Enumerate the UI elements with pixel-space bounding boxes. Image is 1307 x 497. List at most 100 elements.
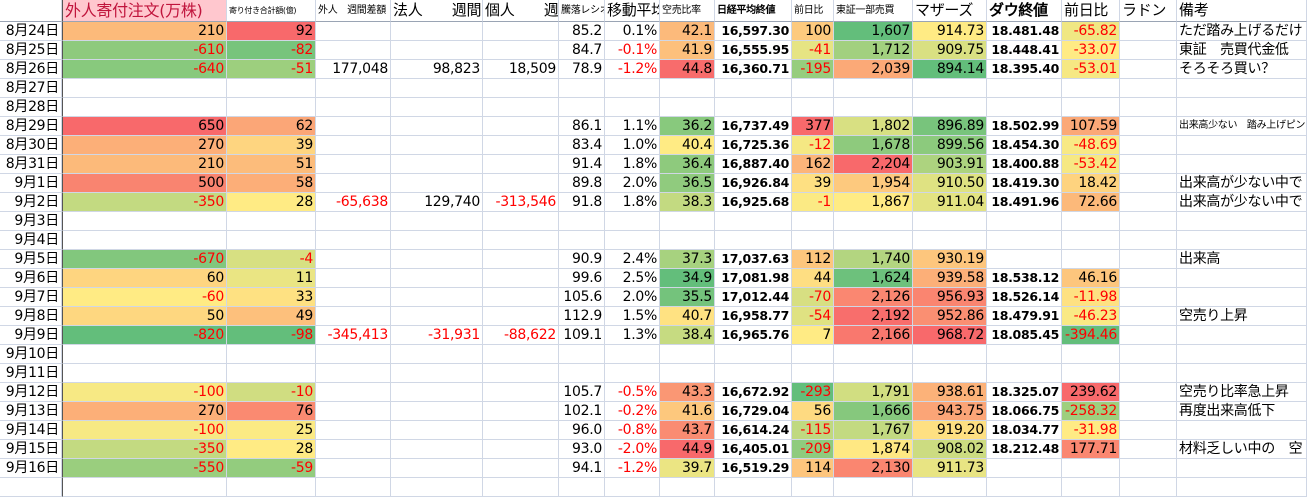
cell-date[interactable]: 9月4日 [0,231,62,250]
cell-opening-total[interactable]: 51 [227,155,316,174]
cell-foreign-open-orders[interactable]: -100 [62,421,227,440]
cell-advance-decline-ratio[interactable]: 91.4 [559,155,605,174]
cell-mothers[interactable]: 911.04 [913,193,987,212]
cell-individual-weekly[interactable] [483,478,559,497]
cell-nikkei-change[interactable]: -41 [792,41,834,60]
cell-foreign-open-orders[interactable]: 270 [62,402,227,421]
cell-short-sell-ratio[interactable] [660,345,715,364]
cell-opening-total[interactable]: 92 [227,22,316,41]
cell-individual-weekly[interactable]: -88,622 [483,326,559,345]
cell-advance-decline-ratio[interactable]: 89.8 [559,174,605,193]
cell-dow-change[interactable]: -11.98 [1062,288,1120,307]
cell-remarks[interactable]: 空売り比率急上昇 [1177,383,1307,402]
cell-dow-close[interactable] [987,364,1062,383]
cell-mothers[interactable]: 911.73 [913,459,987,478]
cell-foreign-weekly-diff[interactable]: -345,413 [316,326,391,345]
column-header-opening-total[interactable]: 寄り付き合計額(億) [227,0,316,22]
cell-date[interactable]: 9月2日 [0,193,62,212]
cell-tse1-volume[interactable]: 1,712 [834,41,913,60]
cell-opening-total[interactable] [227,364,316,383]
cell-mothers[interactable]: 910.50 [913,174,987,193]
cell-corporate-weekly[interactable] [391,307,483,326]
cell-remarks[interactable]: 出来高が少ない中で [1177,174,1307,193]
cell-corporate-weekly[interactable] [391,383,483,402]
cell-short-sell-ratio[interactable]: 34.9 [660,269,715,288]
cell-foreign-weekly-diff[interactable] [316,98,391,117]
cell-opening-total[interactable]: 25 [227,421,316,440]
cell-mothers[interactable]: 894.14 [913,60,987,79]
cell-dow-close[interactable] [987,79,1062,98]
cell-foreign-open-orders[interactable] [62,364,227,383]
cell-corporate-weekly[interactable] [391,364,483,383]
cell-mothers[interactable]: 952.86 [913,307,987,326]
cell-advance-decline-ratio[interactable]: 85.2 [559,22,605,41]
cell-advance-decline-ratio[interactable]: 83.4 [559,136,605,155]
cell-nikkei-change[interactable] [792,364,834,383]
cell-tse1-volume[interactable]: 2,204 [834,155,913,174]
cell-short-sell-ratio[interactable]: 43.3 [660,383,715,402]
cell-foreign-weekly-diff[interactable] [316,402,391,421]
cell-foreign-weekly-diff[interactable] [316,250,391,269]
cell-foreign-weekly-diff[interactable] [316,383,391,402]
cell-radon[interactable] [1120,421,1177,440]
cell-opening-total[interactable]: -10 [227,383,316,402]
cell-nikkei-change[interactable] [792,345,834,364]
cell-radon[interactable] [1120,41,1177,60]
cell-foreign-open-orders[interactable]: 500 [62,174,227,193]
cell-moving-average[interactable]: -0.1% [605,41,660,60]
cell-individual-weekly[interactable] [483,288,559,307]
cell-dow-close[interactable]: 18.538.12 [987,269,1062,288]
cell-tse1-volume[interactable]: 2,130 [834,459,913,478]
cell-remarks[interactable] [1177,212,1307,231]
cell-advance-decline-ratio[interactable]: 102.1 [559,402,605,421]
cell-moving-average[interactable] [605,231,660,250]
cell-nikkei-change[interactable]: 56 [792,402,834,421]
cell-nikkei-close[interactable] [715,364,792,383]
cell-date[interactable]: 8月30日 [0,136,62,155]
cell-remarks[interactable]: 出来高が少ない中で [1177,193,1307,212]
cell-nikkei-close[interactable]: 16,597.30 [715,22,792,41]
cell-dow-close[interactable] [987,231,1062,250]
cell-mothers[interactable]: 899.56 [913,136,987,155]
cell-advance-decline-ratio[interactable]: 93.0 [559,440,605,459]
cell-moving-average[interactable] [605,79,660,98]
cell-corporate-weekly[interactable] [391,478,483,497]
cell-date[interactable]: 8月26日 [0,60,62,79]
cell-individual-weekly[interactable] [483,98,559,117]
cell-remarks[interactable]: 東証 売買代金低 [1177,41,1307,60]
cell-nikkei-change[interactable]: 100 [792,22,834,41]
cell-tse1-volume[interactable] [834,79,913,98]
cell-remarks[interactable] [1177,364,1307,383]
cell-corporate-weekly[interactable]: -31,931 [391,326,483,345]
column-header-tse1-volume[interactable]: 東証一部売買 [834,0,913,22]
cell-remarks[interactable] [1177,269,1307,288]
cell-opening-total[interactable] [227,79,316,98]
cell-mothers[interactable]: 943.75 [913,402,987,421]
cell-radon[interactable] [1120,307,1177,326]
cell-dow-change[interactable] [1062,79,1120,98]
cell-nikkei-close[interactable] [715,212,792,231]
column-header-remarks[interactable]: 備考 [1177,0,1307,22]
cell-nikkei-change[interactable]: 39 [792,174,834,193]
cell-moving-average[interactable] [605,364,660,383]
cell-individual-weekly[interactable] [483,421,559,440]
cell-short-sell-ratio[interactable] [660,98,715,117]
cell-dow-close[interactable]: 18.481.48 [987,22,1062,41]
cell-foreign-open-orders[interactable]: 650 [62,117,227,136]
cell-moving-average[interactable]: -0.8% [605,421,660,440]
cell-dow-close[interactable] [987,459,1062,478]
cell-radon[interactable] [1120,60,1177,79]
cell-short-sell-ratio[interactable]: 41.6 [660,402,715,421]
cell-nikkei-close[interactable] [715,478,792,497]
cell-corporate-weekly[interactable] [391,174,483,193]
cell-tse1-volume[interactable]: 2,126 [834,288,913,307]
cell-short-sell-ratio[interactable]: 36.2 [660,117,715,136]
cell-moving-average[interactable]: 0.1% [605,22,660,41]
cell-date[interactable]: 9月14日 [0,421,62,440]
cell-foreign-open-orders[interactable]: -350 [62,440,227,459]
cell-dow-close[interactable]: 18.400.88 [987,155,1062,174]
cell-short-sell-ratio[interactable] [660,212,715,231]
cell-dow-close[interactable] [987,345,1062,364]
cell-nikkei-close[interactable]: 16,360.71 [715,60,792,79]
cell-moving-average[interactable] [605,212,660,231]
